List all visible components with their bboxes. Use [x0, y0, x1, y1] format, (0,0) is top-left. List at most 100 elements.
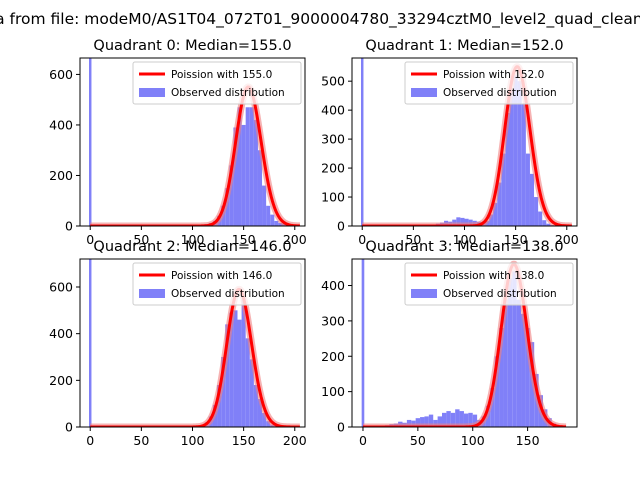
- x-tick-label: 100: [181, 232, 205, 247]
- legend-patch-swatch: [411, 88, 437, 97]
- histogram-bar: [253, 385, 258, 427]
- histogram-bar: [433, 419, 438, 427]
- histogram-bar: [278, 222, 283, 226]
- y-tick-label: 600: [49, 280, 73, 295]
- y-tick-label: 100: [321, 384, 345, 399]
- histogram-bar: [501, 153, 506, 226]
- histogram-bar: [516, 299, 522, 427]
- histogram-bar: [529, 173, 535, 226]
- x-tick-label: 50: [133, 232, 149, 247]
- histogram-bar: [459, 411, 464, 427]
- legend-box: [132, 61, 302, 105]
- histogram-bar: [464, 218, 469, 226]
- histogram-bar: [494, 356, 500, 427]
- x-tick-label: 50: [405, 232, 421, 247]
- legend-box: [132, 262, 302, 306]
- x-tick-label: 150: [504, 232, 528, 247]
- histogram-bar: [415, 418, 421, 427]
- y-tick-label: 300: [321, 313, 345, 328]
- histogram-bar: [512, 271, 517, 427]
- histogram-bar: [253, 119, 258, 226]
- legend-label-poisson: Poission with 138.0: [443, 270, 544, 282]
- legend-label-observed: Observed distribution: [171, 87, 285, 99]
- histogram-bar: [499, 327, 504, 427]
- histogram-bar: [257, 150, 263, 226]
- histogram-bar: [490, 388, 495, 427]
- y-tick-label: 100: [321, 190, 345, 205]
- histogram-bar: [249, 359, 254, 427]
- subplot-title: Quadrant 0: Median=155.0: [93, 38, 291, 54]
- histogram-bar: [493, 202, 498, 226]
- histogram-bar: [525, 327, 530, 427]
- subplot-quadrant-3: 0 50 100 150 0 100 200 300 400 Poission with 138.…: [321, 239, 578, 448]
- y-tick-label: 200: [321, 349, 345, 364]
- histogram-bar: [241, 296, 246, 427]
- x-tick-label: 150: [516, 433, 540, 448]
- subplot-title: Quadrant 1: Median=152.0: [365, 38, 563, 54]
- histogram-bar: [534, 197, 539, 226]
- histogram-bar: [538, 211, 543, 226]
- histogram-bar: [233, 310, 238, 427]
- subplot-quadrant-1: 0 50 100 150 200 0 100 200 300 400 500 Poission wit…: [321, 38, 579, 247]
- x-tick-label: 150: [232, 232, 256, 247]
- y-tick-label: 300: [321, 132, 345, 147]
- x-tick-label: 100: [461, 433, 485, 448]
- axes-frame: [351, 258, 578, 428]
- histogram-bar: [225, 324, 230, 427]
- legend-label-observed: Observed distribution: [443, 288, 557, 300]
- y-tick-label: 500: [321, 74, 345, 89]
- histogram-bar: [505, 113, 510, 226]
- histogram-bar: [245, 338, 250, 427]
- x-tick-label: 150: [232, 433, 256, 448]
- histogram-bar: [455, 409, 460, 427]
- legend-label-poisson: Poission with 155.0: [171, 69, 272, 81]
- histogram-bar: [241, 124, 246, 226]
- subplot-quadrant-2: 0 50 100 150 200 0 200 400 600 Poission with 146.…: [49, 239, 307, 448]
- histogram-bar: [456, 217, 461, 226]
- x-tick-label: 0: [86, 433, 94, 448]
- x-tick-label: 50: [410, 433, 426, 448]
- histogram-bar: [472, 414, 478, 427]
- histogram-bar: [257, 399, 263, 427]
- histogram-spike-bar: [89, 58, 92, 226]
- histogram-spike-bar: [361, 259, 365, 427]
- histogram-bar: [525, 153, 530, 226]
- histogram-bar: [420, 417, 425, 427]
- x-tick-label: 0: [86, 232, 94, 247]
- histogram-bar: [221, 357, 226, 427]
- legend-box: [404, 61, 574, 105]
- histogram-bar: [468, 412, 473, 427]
- histogram-bar: [446, 411, 451, 427]
- histogram-bar: [507, 278, 513, 427]
- histogram-bar: [233, 127, 238, 226]
- y-tick-label: 400: [321, 103, 345, 118]
- legend-patch-swatch: [139, 88, 165, 97]
- legend-patch-swatch: [411, 289, 437, 298]
- y-tick-label: 200: [49, 373, 73, 388]
- subplot-quadrant-0: 0 50 100 150 200 0 200 400 600 Poission with 155.…: [49, 38, 307, 247]
- y-tick-label: 200: [321, 161, 345, 176]
- y-tick-label: 0: [337, 219, 345, 234]
- histogram-bar: [517, 81, 522, 226]
- histogram-bar: [521, 313, 526, 427]
- histogram-bar: [229, 312, 234, 427]
- figure-title: Data from file: modeM0/AS1T04_072T01_900…: [0, 10, 640, 29]
- histogram-bar: [406, 419, 412, 427]
- y-tick-label: 400: [49, 326, 73, 341]
- histogram-bar: [245, 107, 250, 226]
- histogram-bar: [460, 217, 465, 226]
- legend-label-poisson: Poission with 152.0: [443, 69, 544, 81]
- histogram-bar: [437, 416, 442, 427]
- histogram-bar: [521, 104, 526, 226]
- x-tick-label: 50: [133, 433, 149, 448]
- histogram-bar: [266, 421, 271, 427]
- legend-patch-swatch: [139, 289, 165, 298]
- histogram-bar: [503, 299, 508, 427]
- histogram-bar: [237, 107, 242, 226]
- histogram-bar: [442, 412, 447, 427]
- histogram-bar: [497, 182, 502, 226]
- y-tick-label: 400: [321, 278, 345, 293]
- y-tick-label: 0: [65, 219, 73, 234]
- x-tick-label: 0: [359, 433, 367, 448]
- histogram-bar: [546, 223, 551, 226]
